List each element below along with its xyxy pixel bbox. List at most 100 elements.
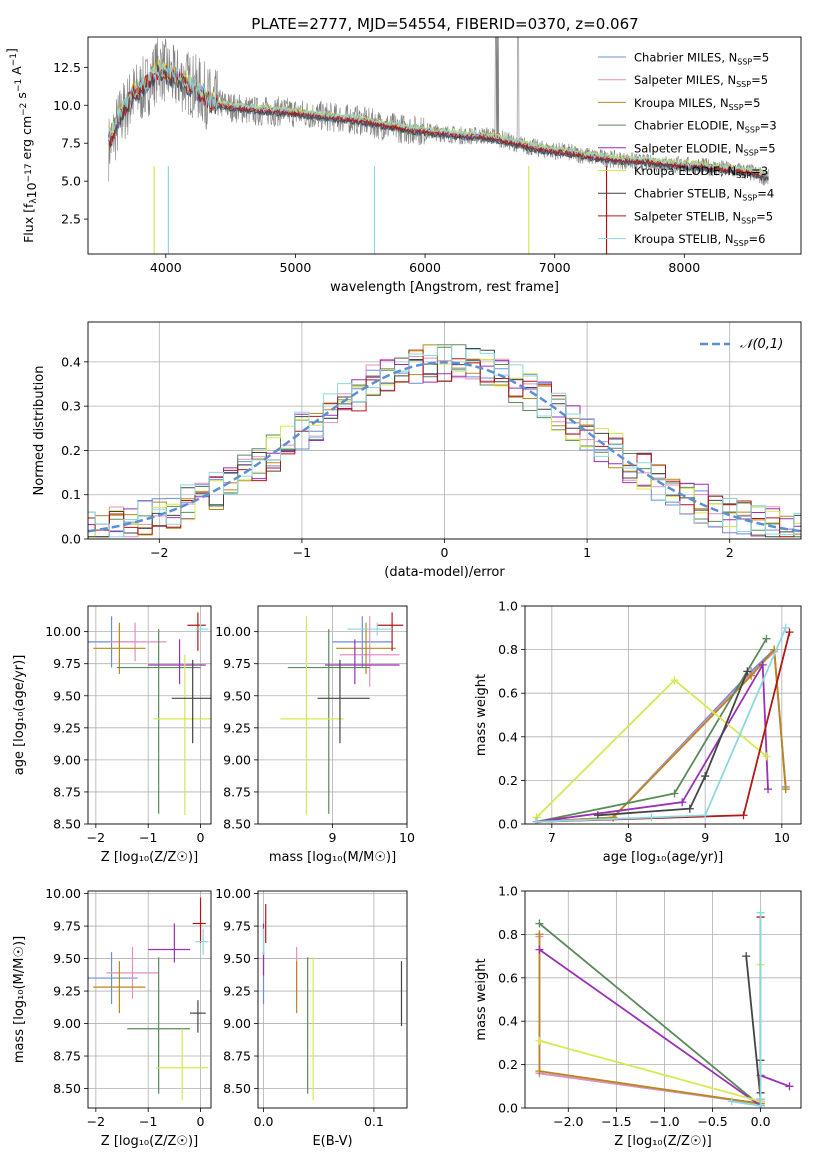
x-axis-label: E(B-V): [312, 1134, 352, 1149]
legend-label: Chabrier STELIB, NSSP=4: [634, 187, 774, 203]
x-tick-label: 8: [625, 830, 633, 845]
y-tick-label: 0.4: [498, 1014, 518, 1029]
y-tick-label: 10.00: [215, 624, 251, 639]
y-tick-label: 8.75: [53, 784, 81, 799]
x-tick-label: 5000: [280, 260, 312, 275]
legend-sub: SSP: [742, 194, 757, 203]
legend-name: Kroupa MILES, N: [634, 96, 729, 110]
axes-frame: [524, 605, 802, 825]
plot-area: [88, 891, 211, 1108]
legend-sub: SSP: [744, 148, 759, 157]
y-tick-label: 0.2: [61, 443, 81, 458]
legend-label: Salpeter ELODIE, NSSP=5: [634, 141, 776, 157]
x-tick-label: 0.0: [254, 1114, 274, 1129]
y-tick-label: 5.0: [61, 174, 81, 189]
legend-label: 𝒩(0,1): [740, 337, 783, 352]
x-tick-label: 10: [774, 830, 790, 845]
y-label-part: −2: [19, 103, 29, 116]
y-label-part: erg cm: [19, 116, 34, 164]
mass-weight-marker: [764, 785, 773, 794]
plot-area: [108, 37, 769, 254]
mass-weight-marker: [670, 789, 679, 798]
legend-name: Salpeter STELIB, N: [634, 209, 741, 223]
y-tick-label: 10.00: [45, 886, 81, 901]
axes-frame: [87, 605, 212, 825]
mass-weight-marker: [535, 945, 544, 954]
y-label-part: −1: [9, 53, 19, 66]
mass-weight-marker: [781, 785, 790, 794]
x-tick-label: 0.0: [751, 1114, 771, 1129]
axes-frame: [87, 36, 802, 255]
mass-weight-marker: [535, 1036, 544, 1045]
y-tick-label: 8.75: [223, 1049, 251, 1064]
y-tick-label: 0.3: [61, 399, 81, 414]
mass-weight-marker: [701, 811, 710, 820]
legend-tail: =5: [751, 73, 768, 87]
plot-area: [525, 891, 801, 1108]
y-tick-label: 8.50: [53, 1081, 81, 1096]
x-tick-label: 0: [197, 1114, 205, 1129]
legend-tail: =5: [744, 96, 761, 110]
legend-label: Salpeter STELIB, NSSP=5: [634, 209, 773, 225]
mass-weight-line: [536, 638, 768, 823]
y-tick-label: 2.5: [61, 212, 81, 227]
mass-weight-line: [597, 671, 749, 817]
mass-weight-marker: [670, 676, 679, 685]
legend-label: Kroupa STELIB, NSSP=6: [634, 232, 765, 248]
x-axis-label: Z [log₁₀(Z/Z☉)]: [101, 850, 198, 865]
legend-label: Salpeter MILES, NSSP=5: [634, 73, 768, 89]
x-tick-label: 10: [399, 830, 415, 845]
axes-frame: [257, 605, 408, 825]
residual-histogram: [88, 349, 801, 538]
x-tick-label: −1: [139, 830, 157, 845]
y-tick-label: 9.75: [53, 656, 81, 671]
x-tick-label: −2.0: [553, 1114, 583, 1129]
y-label-part: λ: [29, 198, 39, 204]
plot-area: [525, 606, 801, 824]
y-tick-label: 10.00: [215, 886, 251, 901]
legend-label: Kroupa MILES, NSSP=5: [634, 96, 760, 112]
mass-weight-marker: [678, 798, 687, 807]
y-tick-label: 9.50: [53, 688, 81, 703]
y-tick-label: 9.25: [53, 720, 81, 735]
legend-tail: =5: [756, 209, 773, 223]
y-tick-label: 0.0: [498, 1101, 518, 1116]
y-tick-label: 9.50: [223, 688, 251, 703]
y-axis-label: mass weight: [474, 674, 489, 756]
legend-sub: SSP: [737, 58, 752, 67]
y-tick-label: 8.50: [53, 817, 81, 832]
legend-tail: =3: [760, 119, 777, 133]
y-tick-label: 0.1: [61, 487, 81, 502]
residual-histogram: [88, 359, 801, 533]
panel-spectrum: 4000 5000 6000 7000 8000 2.5 5.0 7.5 10.0 12.5 wav…: [4, 36, 802, 295]
legend-tail: =5: [752, 51, 769, 65]
spectrum-model-line: [108, 58, 769, 178]
mass-weight-line: [539, 964, 762, 1103]
mass-weight-marker: [758, 660, 767, 669]
mass-weight-marker: [762, 634, 771, 643]
mass-weight-marker: [532, 817, 541, 824]
x-tick-label: −1: [293, 545, 311, 560]
x-tick-label: 7000: [539, 260, 571, 275]
legend-sub: SSP: [734, 239, 749, 248]
y-label-part: Flux [f: [21, 203, 36, 243]
legend-sub: SSP: [729, 103, 744, 112]
x-tick-label: −2: [150, 545, 168, 560]
y-tick-label: 0.0: [498, 817, 518, 832]
x-tick-label: 1: [583, 545, 591, 560]
mass-weight-marker: [535, 930, 544, 939]
y-tick-label: 0.2: [498, 1057, 518, 1072]
residual-histogram: [88, 356, 801, 538]
mass-weight-line: [536, 627, 787, 823]
mass-weight-line: [535, 678, 768, 819]
x-tick-label: −1.5: [601, 1114, 631, 1129]
legend-label: Chabrier ELODIE, NSSP=3: [634, 119, 777, 135]
plot-area: [88, 322, 801, 539]
plot-area: [258, 606, 407, 824]
y-axis-label: age [log₁₀(age/yr)]: [12, 655, 27, 776]
x-axis-label: Z [log₁₀(Z/Z☉)]: [614, 1134, 711, 1149]
plot-area: [88, 606, 211, 824]
legend-sub: SSP: [736, 171, 751, 180]
legend-name: Kroupa ELODIE, N: [634, 164, 736, 178]
